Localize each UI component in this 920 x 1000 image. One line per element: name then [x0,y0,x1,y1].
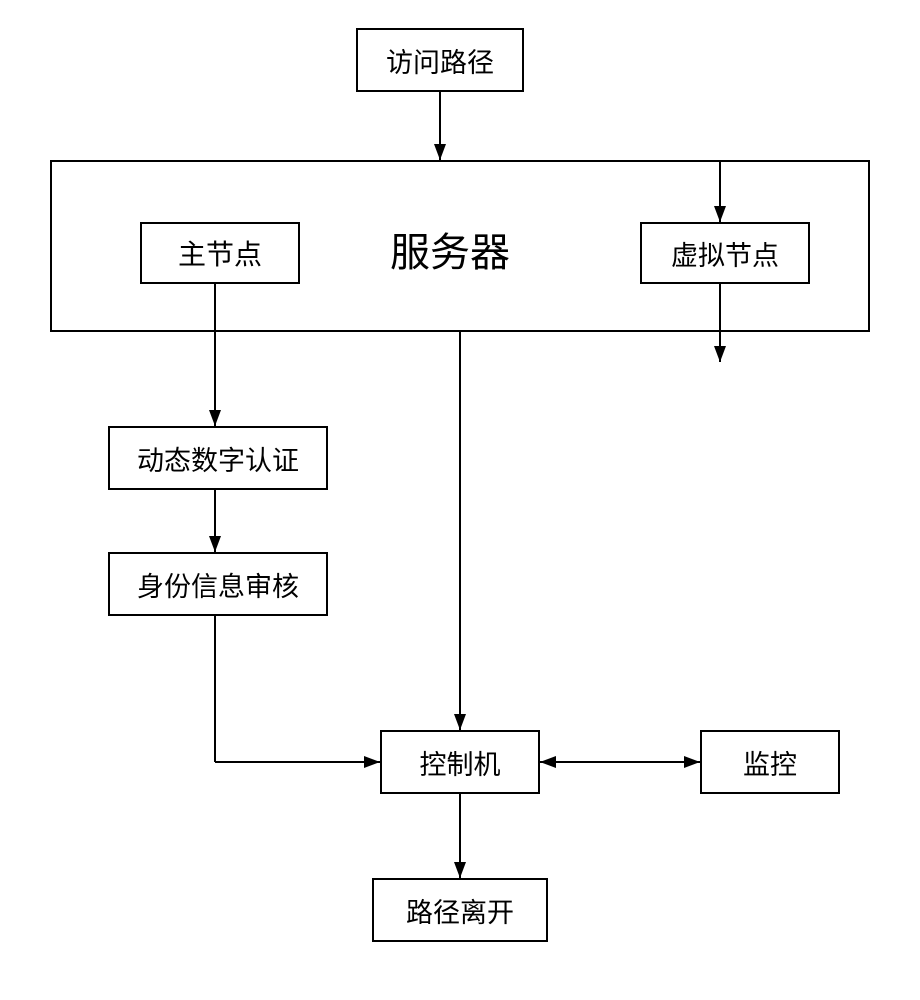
server-label: 服务器 [390,220,510,278]
node-label: 主节点 [178,233,262,273]
node-virtual: 虚拟节点 [640,222,810,284]
node-identity-check: 身份信息审核 [108,552,328,616]
node-controller: 控制机 [380,730,540,794]
node-path-leave: 路径离开 [372,878,548,942]
node-label: 路径离开 [406,891,514,930]
node-label: 虚拟节点 [671,234,779,273]
node-main: 主节点 [140,222,300,284]
node-label: 监控 [743,743,797,782]
edges-layer [0,0,920,1000]
node-label: 控制机 [420,743,501,782]
node-label: 动态数字认证 [137,439,299,478]
node-monitor: 监控 [700,730,840,794]
node-label: 访问路径 [386,41,494,80]
node-dynamic-auth: 动态数字认证 [108,426,328,490]
node-label: 身份信息审核 [137,565,299,604]
node-access-path: 访问路径 [356,28,524,92]
